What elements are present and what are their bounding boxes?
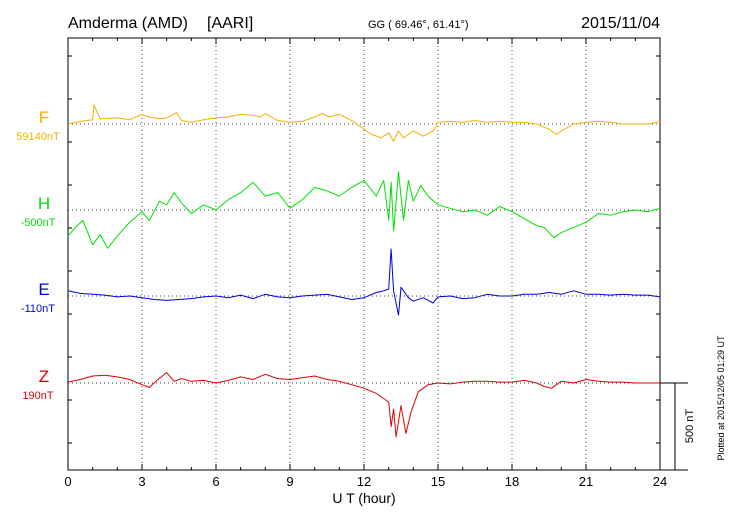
- series-line-f: [67, 104, 661, 142]
- x-tick-label: 18: [505, 474, 519, 489]
- x-tick-label: 3: [138, 474, 145, 489]
- plotted-timestamp: Plotted at 2015/12/05 01:29 UT: [716, 335, 726, 461]
- x-tick-label: 15: [431, 474, 445, 489]
- series-line-e: [67, 248, 661, 316]
- x-tick-label: 12: [357, 474, 371, 489]
- series-line-h: [67, 171, 661, 249]
- series-labels: F 59140nT H -500nT E -110nT Z 190nT: [16, 108, 60, 402]
- x-tick-label: 24: [653, 474, 667, 489]
- series-baseline-z: 190nT: [22, 390, 53, 402]
- series-line-z: [67, 372, 660, 438]
- scale-bar: 500 nT: [660, 382, 696, 471]
- x-tick-label: 9: [286, 474, 293, 489]
- grid: [68, 38, 660, 470]
- x-tick-label: 0: [64, 474, 71, 489]
- series-name-z: Z: [39, 367, 49, 386]
- x-tick-label: 21: [579, 474, 593, 489]
- series-name-h: H: [38, 194, 50, 213]
- series-name-f: F: [39, 108, 49, 127]
- x-axis-ticks: 0 3 6 9 12 15 18 21 24: [64, 38, 667, 489]
- series-baseline-f: 59140nT: [16, 131, 60, 143]
- x-axis-label: U T (hour): [332, 490, 395, 506]
- x-tick-label: 6: [212, 474, 219, 489]
- series-baseline-e: -110nT: [21, 303, 55, 315]
- scale-bar-label: 500 nT: [684, 409, 696, 444]
- station-coords: GG ( 69.46°, 61.41°): [368, 19, 469, 31]
- series-lines: [67, 104, 661, 438]
- plot-date: 2015/11/04: [581, 15, 660, 32]
- institute-label: [AARI]: [207, 15, 253, 32]
- series-name-e: E: [38, 280, 49, 299]
- series-baseline-h: -500nT: [21, 217, 56, 229]
- station-title: Amderma (AMD): [68, 15, 188, 32]
